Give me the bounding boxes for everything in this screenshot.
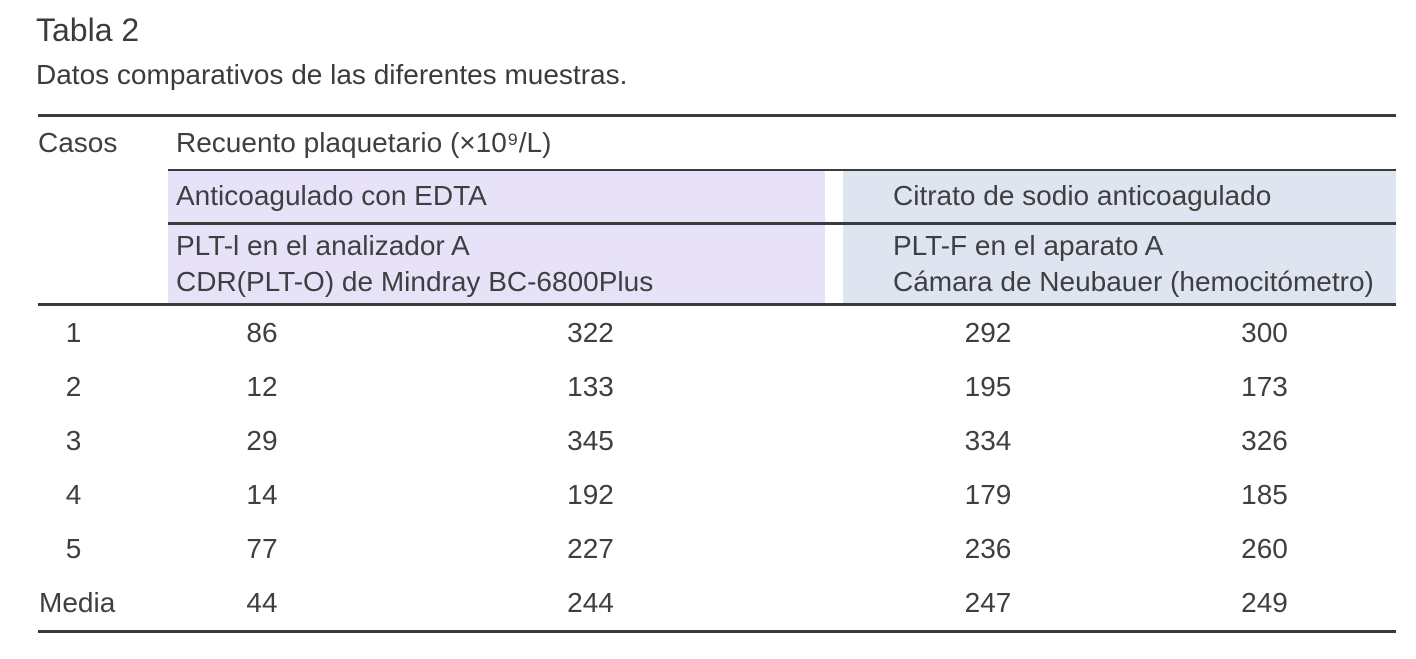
edta-plt-i-value: 77 bbox=[246, 532, 278, 564]
caso-label: 2 bbox=[65, 370, 82, 402]
table-caption: Datos comparativos de las diferentes mue… bbox=[36, 58, 628, 90]
edta-plt-i-value: 12 bbox=[246, 370, 278, 402]
citrate-plt-f-value: 179 bbox=[964, 478, 1012, 510]
edta-plt-i-value: 29 bbox=[246, 424, 278, 456]
header-row-measure: Casos Recuento plaquetario (×10⁹/L) bbox=[38, 115, 1397, 171]
edta-cdr-value: 192 bbox=[567, 478, 614, 510]
empty-cell bbox=[38, 223, 168, 306]
comparative-data-table: Casos Recuento plaquetario (×10⁹/L) Anti… bbox=[38, 113, 1397, 633]
header-row-groups: Anticoagulado con EDTA Citrato de sodio … bbox=[38, 169, 1397, 225]
citrate-chamber-value: 260 bbox=[1241, 532, 1288, 564]
method-header-edta: PLT-l en el analizador A CDR(PLT-O) de M… bbox=[168, 223, 825, 306]
method-header-citrate: PLT-F en el aparato A Cámara de Neubauer… bbox=[843, 223, 1397, 306]
method-citrate-line2: Cámara de Neubauer (hemocitómetro) bbox=[893, 265, 1374, 297]
citrate-chamber-value: 249 bbox=[1241, 586, 1288, 618]
table-row: 3 29 345 334 326 bbox=[38, 414, 1396, 468]
citrate-plt-f-value: 334 bbox=[964, 424, 1012, 456]
method-edta-line1: PLT-l en el analizador A bbox=[176, 229, 470, 261]
band-gap bbox=[825, 576, 843, 632]
group-header-citrate: Citrato de sodio anticoagulado bbox=[843, 169, 1397, 225]
caso-label: 4 bbox=[65, 478, 82, 510]
table-title: Tabla 2 bbox=[36, 12, 140, 48]
caso-label: 5 bbox=[65, 532, 82, 564]
citrate-chamber-value: 300 bbox=[1241, 316, 1288, 348]
table-row: 2 12 133 195 173 bbox=[38, 360, 1396, 414]
citrate-plt-f-value: 247 bbox=[964, 586, 1012, 618]
citrate-plt-f-value: 236 bbox=[964, 532, 1012, 564]
band-gap bbox=[825, 360, 843, 414]
edta-cdr-value: 227 bbox=[567, 532, 614, 564]
edta-cdr-value: 322 bbox=[567, 316, 614, 348]
edta-plt-i-value: 44 bbox=[246, 586, 278, 618]
casos-column-header: Casos bbox=[38, 127, 118, 159]
header-row-methods: PLT-l en el analizador A CDR(PLT-O) de M… bbox=[38, 223, 1397, 306]
band-gap bbox=[825, 414, 843, 468]
caso-label: Media bbox=[39, 586, 116, 618]
citrate-plt-f-value: 195 bbox=[964, 370, 1012, 402]
table-row: 1 86 322 292 300 bbox=[38, 304, 1396, 360]
citrate-chamber-value: 185 bbox=[1241, 478, 1288, 510]
edta-cdr-value: 133 bbox=[567, 370, 614, 402]
table-row: 5 77 227 236 260 bbox=[38, 522, 1396, 576]
band-gap bbox=[825, 522, 843, 576]
band-gap bbox=[825, 223, 843, 306]
table-row: 4 14 192 179 185 bbox=[38, 468, 1396, 522]
method-edta-line2: CDR(PLT-O) de Mindray BC-6800Plus bbox=[176, 265, 654, 297]
band-gap bbox=[825, 169, 843, 225]
band-gap bbox=[825, 468, 843, 522]
citrate-chamber-value: 173 bbox=[1241, 370, 1288, 402]
edta-plt-i-value: 14 bbox=[246, 478, 278, 510]
citrate-chamber-value: 326 bbox=[1241, 424, 1288, 456]
citrate-plt-f-value: 292 bbox=[964, 316, 1012, 348]
caso-label: 1 bbox=[65, 316, 82, 348]
edta-cdr-value: 345 bbox=[567, 424, 614, 456]
method-citrate-line1: PLT-F en el aparato A bbox=[893, 229, 1164, 261]
edta-plt-i-value: 86 bbox=[246, 316, 278, 348]
group-header-edta: Anticoagulado con EDTA bbox=[168, 169, 825, 225]
edta-cdr-value: 244 bbox=[567, 586, 614, 618]
band-gap bbox=[825, 304, 843, 360]
caso-label: 3 bbox=[65, 424, 82, 456]
table-row-media: Media 44 244 247 249 bbox=[38, 576, 1396, 632]
measure-column-header: Recuento plaquetario (×10⁹/L) bbox=[168, 115, 1397, 171]
empty-cell bbox=[38, 170, 168, 224]
